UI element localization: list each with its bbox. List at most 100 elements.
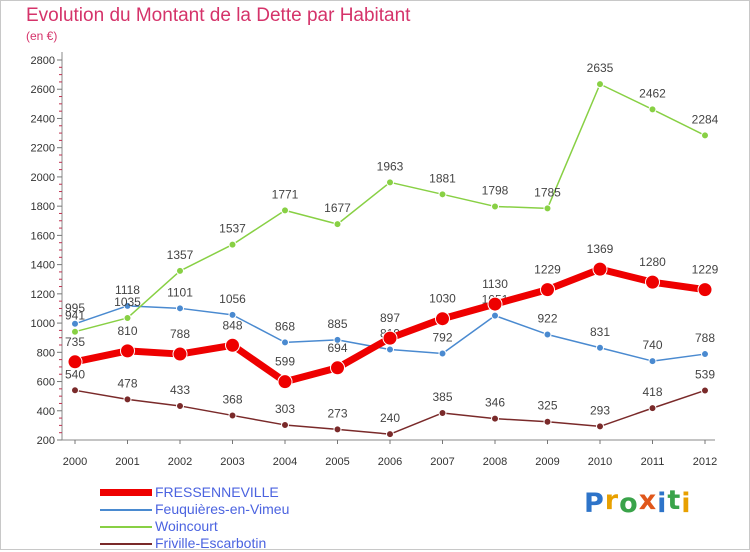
data-label-friville-escarbotin: 418	[642, 385, 662, 399]
legend-label: Feuquières-en-Vimeu	[155, 501, 290, 517]
legend-label: FRESSENNEVILLE	[155, 484, 279, 500]
data-point-fressenneville	[120, 343, 135, 359]
data-point-friville-escarbotin	[228, 411, 237, 420]
data-point-feuquieres-en-vimeu	[228, 310, 237, 319]
data-label-feuquieres-en-vimeu: 788	[695, 331, 715, 345]
data-point-feuquieres-en-vimeu	[71, 319, 79, 328]
data-point-fressenneville	[540, 282, 555, 298]
data-point-woincourt	[333, 220, 342, 229]
legend-swatch	[100, 509, 152, 511]
y-tick-label: 600	[37, 377, 55, 389]
data-point-feuquieres-en-vimeu	[596, 343, 604, 352]
data-point-fressenneville	[172, 346, 188, 362]
data-label-woincourt: 2462	[639, 86, 666, 100]
data-point-feuquieres-en-vimeu	[543, 330, 552, 339]
data-label-woincourt: 1677	[324, 201, 351, 215]
data-point-woincourt	[123, 313, 132, 322]
data-point-fressenneville	[225, 337, 240, 353]
data-label-friville-escarbotin: 540	[65, 367, 85, 381]
data-point-woincourt	[176, 266, 184, 275]
logo-letter: P	[584, 488, 605, 519]
data-label-friville-escarbotin: 478	[117, 376, 137, 390]
data-label-fressenneville: 735	[65, 335, 85, 349]
data-point-fressenneville	[435, 311, 450, 327]
data-label-fressenneville: 694	[327, 341, 347, 355]
data-point-feuquieres-en-vimeu	[438, 349, 447, 358]
data-label-feuquieres-en-vimeu: 1101	[167, 285, 193, 299]
data-point-feuquieres-en-vimeu	[123, 301, 132, 310]
data-point-woincourt	[281, 206, 289, 215]
data-point-friville-escarbotin	[71, 386, 79, 395]
data-label-feuquieres-en-vimeu: 1056	[219, 292, 246, 306]
data-label-friville-escarbotin: 539	[695, 367, 715, 381]
logo-letter: o	[619, 488, 639, 519]
data-point-friville-escarbotin	[333, 425, 342, 434]
data-point-fressenneville	[592, 261, 608, 277]
data-label-friville-escarbotin: 346	[485, 396, 505, 410]
y-tick-label: 1600	[31, 230, 55, 242]
data-label-fressenneville: 1229	[692, 263, 719, 277]
line-chart: 200 400 600 800 1000 1200 1400 1600 1800 2000 2200…	[31, 52, 719, 468]
x-tick-label: 2000	[63, 456, 87, 468]
data-label-fressenneville: 848	[222, 318, 242, 332]
data-point-woincourt	[648, 105, 657, 114]
legend-swatch	[100, 543, 152, 545]
data-point-woincourt	[228, 240, 237, 249]
data-label-fressenneville: 897	[380, 311, 400, 325]
logo-letter: t	[667, 485, 682, 516]
data-point-fressenneville	[277, 374, 293, 390]
x-tick-label: 2010	[588, 456, 612, 468]
data-point-fressenneville	[330, 360, 345, 376]
data-label-friville-escarbotin: 385	[432, 390, 452, 404]
data-point-friville-escarbotin	[438, 408, 447, 417]
data-point-fressenneville	[67, 354, 83, 370]
data-label-friville-escarbotin: 273	[327, 406, 347, 420]
data-label-woincourt: 1785	[534, 185, 561, 199]
y-tick-label: 2200	[31, 143, 55, 155]
y-tick-label: 1000	[31, 318, 55, 330]
data-point-feuquieres-en-vimeu	[648, 357, 657, 366]
data-label-friville-escarbotin: 433	[170, 383, 190, 397]
data-point-woincourt	[71, 327, 79, 336]
data-point-friville-escarbotin	[543, 417, 552, 426]
data-label-feuquieres-en-vimeu: 792	[432, 330, 452, 344]
y-tick-label: 2000	[31, 172, 55, 184]
y-tick-label: 1200	[31, 289, 55, 301]
data-point-feuquieres-en-vimeu	[281, 338, 289, 347]
data-label-friville-escarbotin: 240	[380, 411, 400, 425]
data-label-woincourt: 1035	[114, 295, 141, 309]
data-label-woincourt: 1881	[429, 171, 456, 185]
logo-letter: i	[657, 488, 668, 519]
data-label-feuquieres-en-vimeu: 868	[275, 319, 295, 333]
logo-letter: x	[638, 485, 658, 516]
legend-swatch	[100, 489, 152, 496]
data-label-fressenneville: 599	[275, 355, 295, 369]
data-label-fressenneville: 810	[117, 324, 137, 338]
x-tick-label: 2001	[115, 456, 139, 468]
data-label-fressenneville: 1369	[587, 242, 614, 256]
data-label-fressenneville: 1130	[482, 277, 508, 291]
data-label-fressenneville: 1229	[534, 263, 561, 277]
y-tick-label: 800	[37, 347, 55, 359]
data-point-feuquieres-en-vimeu	[333, 335, 342, 344]
data-point-fressenneville	[697, 282, 713, 298]
data-label-woincourt: 1771	[272, 187, 299, 201]
data-label-woincourt: 1537	[219, 222, 246, 236]
data-point-friville-escarbotin	[596, 422, 604, 431]
data-label-woincourt: 941	[65, 309, 85, 323]
y-tick-label: 2800	[31, 55, 55, 67]
data-label-feuquieres-en-vimeu: 922	[537, 311, 557, 325]
chart-subtitle: (en €)	[26, 29, 58, 43]
data-point-feuquieres-en-vimeu	[386, 345, 394, 354]
data-point-woincourt	[386, 178, 394, 187]
data-point-woincourt	[596, 80, 604, 89]
x-tick-label: 2011	[641, 456, 665, 468]
x-tick-label: 2007	[430, 456, 454, 468]
data-point-friville-escarbotin	[648, 404, 657, 413]
data-label-fressenneville: 1030	[429, 292, 456, 306]
data-label-feuquieres-en-vimeu: 1118	[115, 283, 140, 297]
data-point-friville-escarbotin	[176, 401, 184, 410]
data-label-woincourt: 1357	[167, 248, 194, 262]
y-tick-label: 2600	[31, 84, 55, 96]
data-label-feuquieres-en-vimeu: 995	[65, 301, 85, 315]
